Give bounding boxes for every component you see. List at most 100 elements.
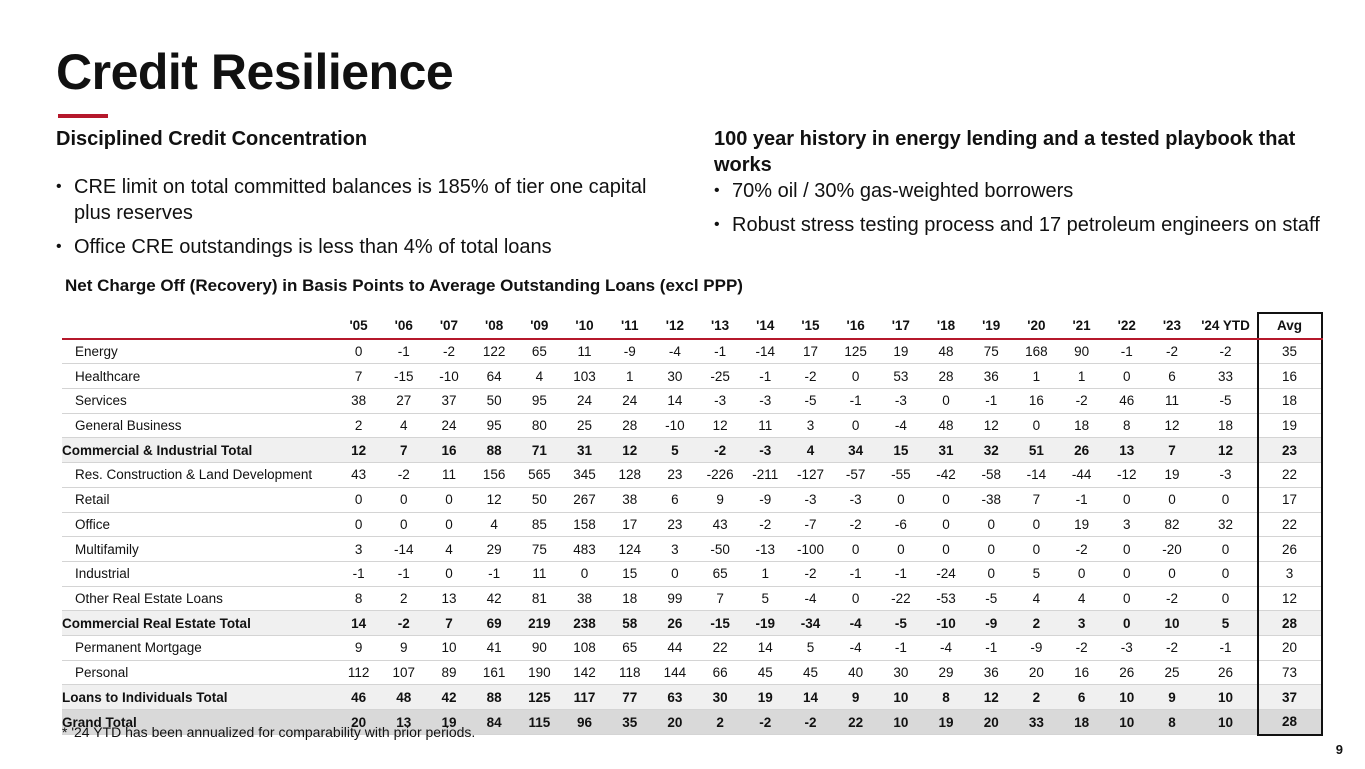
column-header: '23	[1149, 313, 1195, 340]
value-cell: 16	[426, 437, 472, 464]
table-row: Industrial -1 -1 0 -1 11 0 15 0 65 1 -2 -1 -1 -24 0 5 0 0 0…	[62, 561, 1323, 587]
value-cell: 8	[923, 684, 969, 710]
value-cell: 18	[1194, 413, 1258, 439]
value-cell: 65	[607, 635, 653, 661]
table-header-row: '05'06'07'08'09'10'11'12'13'14'15'16'17 '…	[62, 312, 1323, 340]
value-cell: 30	[878, 660, 924, 686]
value-cell: 0	[878, 487, 924, 513]
value-cell: 36	[968, 660, 1014, 686]
value-cell: -57	[833, 462, 879, 488]
value-cell: 27	[381, 388, 427, 414]
table-row: Retail 0 0 0 12 50 267 38 6 9 -9 -3 -3 0 0 -38 7 -1 0 0 0 17	[62, 487, 1323, 513]
value-cell: 13	[426, 586, 472, 612]
value-cell: 33	[1013, 709, 1059, 736]
value-cell: 238	[561, 610, 608, 636]
value-cell: 13	[381, 709, 427, 736]
column-header-avg: Avg	[1256, 312, 1323, 340]
value-cell: 10	[1104, 709, 1150, 736]
value-cell: -2	[787, 709, 834, 736]
value-cell: -3	[833, 487, 879, 513]
value-cell: 42	[471, 586, 517, 612]
value-cell: 42	[426, 684, 472, 710]
value-cell: 38	[607, 487, 653, 513]
value-cell: 4	[1059, 586, 1105, 612]
value-cell: 7	[1149, 437, 1195, 464]
value-cell: 40	[833, 660, 879, 686]
row-label: Commercial Real Estate Total	[62, 610, 336, 636]
value-cell: 112	[336, 660, 382, 686]
value-cell: 37	[426, 388, 472, 414]
avg-cell: 28	[1256, 610, 1323, 636]
value-cell: 10	[426, 635, 472, 661]
column-header: '13	[697, 313, 743, 340]
value-cell: 125	[833, 338, 879, 365]
value-cell: -1	[878, 635, 924, 661]
value-cell: 90	[1059, 338, 1105, 365]
value-cell: 14	[336, 610, 382, 636]
value-cell: 29	[471, 536, 517, 562]
value-cell: 142	[561, 660, 608, 686]
left-column: Disciplined Credit Concentration CRE lim…	[56, 126, 656, 260]
grand-total-row: Grand Total 20 13 19 84 115 96 35 20 2 -2 -2 22 10 19 2…	[62, 709, 1323, 736]
subtotal-row: Commercial Real Estate Total 14 -2 7 69 219 23…	[62, 610, 1323, 636]
avg-cell: 16	[1256, 363, 1323, 390]
value-cell: -19	[742, 610, 788, 636]
value-cell: 2	[381, 586, 427, 612]
value-cell: 48	[381, 684, 427, 710]
value-cell: 22	[833, 709, 879, 736]
value-cell: 1	[742, 561, 788, 587]
avg-cell: 73	[1256, 660, 1323, 686]
column-header: '15	[787, 313, 834, 340]
value-cell: 11	[1149, 388, 1195, 414]
value-cell: -2	[697, 437, 743, 464]
value-cell: 0	[923, 536, 969, 562]
row-label: Multifamily	[62, 536, 336, 562]
value-cell: 6	[1149, 363, 1195, 390]
value-cell: 0	[1013, 512, 1059, 538]
value-cell: -1	[878, 561, 924, 587]
value-cell: -1	[833, 561, 879, 587]
value-cell: -5	[787, 388, 834, 414]
value-cell: 12	[471, 487, 517, 513]
value-cell: 9	[833, 684, 879, 710]
value-cell: 115	[516, 709, 562, 736]
value-cell: 75	[968, 338, 1014, 365]
value-cell: -3	[1194, 462, 1258, 488]
value-cell: 4	[1013, 586, 1059, 612]
column-header: '16	[833, 313, 879, 340]
value-cell: 0	[1194, 561, 1258, 587]
value-cell: -3	[787, 487, 834, 513]
value-cell: 32	[1194, 512, 1258, 538]
avg-cell: 18	[1256, 388, 1323, 414]
value-cell: -1	[1059, 487, 1105, 513]
value-cell: 0	[336, 487, 382, 513]
value-cell: 43	[336, 462, 382, 488]
value-cell: 50	[516, 487, 562, 513]
value-cell: -14	[742, 338, 788, 365]
row-label: Permanent Mortgage	[62, 635, 336, 661]
value-cell: 14	[652, 388, 698, 414]
value-cell: 0	[1104, 536, 1150, 562]
value-cell: -1	[968, 635, 1014, 661]
value-cell: 20	[968, 709, 1014, 736]
value-cell: 17	[787, 338, 834, 365]
value-cell: 0	[968, 561, 1014, 587]
value-cell: 11	[516, 561, 562, 587]
value-cell: 0	[426, 487, 472, 513]
avg-cell: 20	[1256, 635, 1323, 661]
value-cell: 41	[471, 635, 517, 661]
avg-cell: 37	[1256, 684, 1323, 710]
value-cell: 3	[336, 536, 382, 562]
row-label: Retail	[62, 487, 336, 513]
value-cell: 43	[697, 512, 743, 538]
value-cell: 4	[381, 413, 427, 439]
value-cell: -58	[968, 462, 1014, 488]
row-label: Office	[62, 512, 336, 538]
value-cell: -1	[1104, 338, 1150, 365]
value-cell: 1	[1059, 363, 1105, 390]
value-cell: 9	[381, 635, 427, 661]
value-cell: 23	[652, 512, 698, 538]
value-cell: 35	[607, 709, 653, 736]
column-header: '19	[968, 313, 1014, 340]
value-cell: 95	[471, 413, 517, 439]
